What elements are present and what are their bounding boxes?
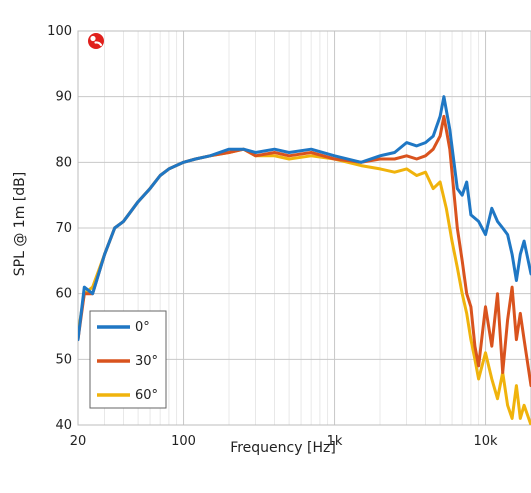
legend-label-60deg: 60°: [135, 388, 158, 403]
legend-label-30deg: 30°: [135, 354, 158, 369]
series-line-0deg: [78, 95, 531, 342]
y-tick-label: 50: [55, 352, 72, 367]
y-tick-label: 60: [55, 287, 72, 302]
y-axis-label: SPL @ 1m [dB]: [12, 172, 28, 276]
y-tick-label: 100: [47, 24, 72, 39]
x-tick-labels: 20 100 1k 10k: [70, 434, 498, 449]
legend-item-0deg: 0°: [97, 320, 150, 335]
x-axis-label: Frequency [Hz]: [230, 440, 336, 456]
legend: 0° 30° 60°: [89, 310, 167, 409]
legend-item-30deg: 30°: [97, 354, 158, 369]
x-tick-label: 1k: [327, 434, 343, 449]
series-layer: [78, 95, 531, 425]
y-tick-label: 40: [55, 418, 72, 433]
legend-item-60deg: 60°: [97, 388, 158, 403]
y-tick-label: 90: [55, 90, 72, 105]
plot-frame: [77, 30, 531, 426]
x-tick-label: 100: [171, 434, 196, 449]
legend-label-0deg: 0°: [135, 320, 150, 335]
y-tick-label: 70: [55, 221, 72, 236]
y-tick-labels: 40 50 60 70 80 90 100: [47, 24, 72, 433]
x-tick-label: 10k: [474, 434, 499, 449]
x-tick-label: 20: [70, 434, 87, 449]
brand-logo-icon: [88, 33, 104, 49]
y-tick-label: 80: [55, 155, 72, 170]
